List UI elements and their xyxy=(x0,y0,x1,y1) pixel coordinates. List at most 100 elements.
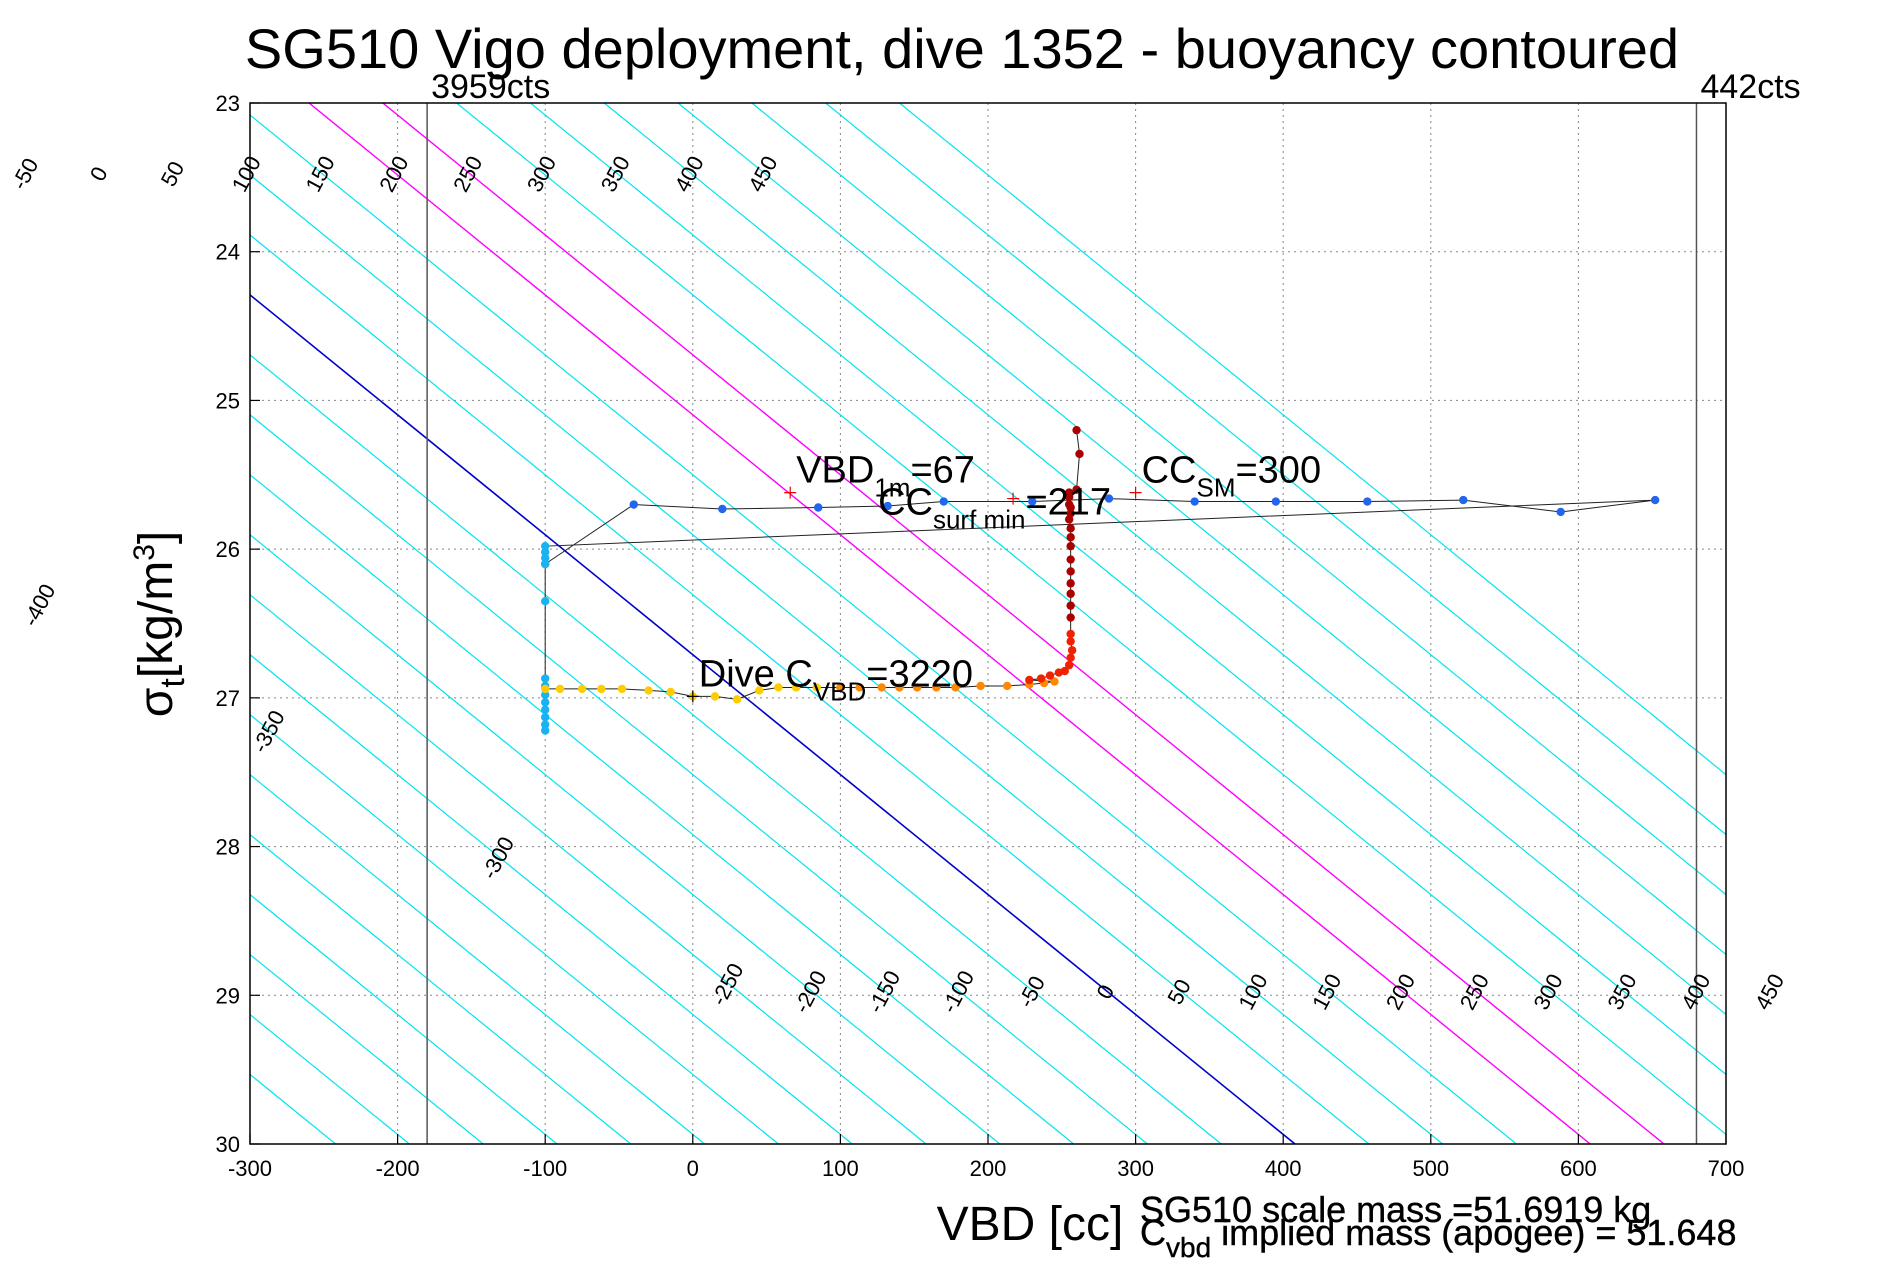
contour-line xyxy=(751,103,1726,896)
x-tick-label: 600 xyxy=(1560,1156,1597,1181)
x-tick-label: 100 xyxy=(822,1156,859,1181)
data-point xyxy=(1002,681,1012,691)
data-point xyxy=(1064,500,1074,509)
contour-label: -50 xyxy=(6,154,43,194)
contour-line xyxy=(250,1013,410,1144)
data-point xyxy=(932,683,941,692)
data-point xyxy=(939,497,948,506)
data-point xyxy=(814,503,823,512)
data-point xyxy=(666,687,675,697)
data-point xyxy=(541,547,550,557)
x-tick-label: 400 xyxy=(1265,1156,1302,1181)
x-tick-label: 300 xyxy=(1117,1156,1154,1181)
x-tick-label: 500 xyxy=(1412,1156,1449,1181)
limit-label: 442cts xyxy=(1700,68,1800,106)
contour-label: 350 xyxy=(596,152,635,196)
data-point xyxy=(629,500,638,509)
contour-label: 450 xyxy=(743,152,782,196)
scale-mass-text: SG510 scale mass =51.6919 kg xyxy=(1140,1189,1651,1230)
data-point xyxy=(1066,555,1075,564)
annotation-sub: VBD xyxy=(813,676,866,706)
data-point xyxy=(912,683,922,692)
data-point xyxy=(577,684,587,694)
data-point xyxy=(541,674,550,683)
data-point xyxy=(1066,533,1075,542)
data-point xyxy=(1066,629,1075,639)
annotation-text: CCSM=300 xyxy=(1142,450,1321,503)
data-point xyxy=(541,553,550,563)
limit-lines: 3959cts 442cts xyxy=(426,68,1801,1144)
annotation-sub: SM xyxy=(1196,473,1235,503)
data-point xyxy=(1072,425,1081,435)
gridlines xyxy=(250,103,1726,1144)
y-tick-label: 25 xyxy=(216,388,240,413)
contour-label: 300 xyxy=(522,152,561,196)
data-point xyxy=(755,686,764,695)
contour-label: -200 xyxy=(789,966,832,1017)
data-point xyxy=(1066,601,1075,610)
data-point xyxy=(883,501,892,511)
data-point xyxy=(1556,507,1565,517)
data-point xyxy=(555,684,565,694)
x-tick-labels: -300 -200 -100 0 100 200 300 400 500 600 700 xyxy=(228,1134,1744,1181)
data-point xyxy=(1050,677,1059,686)
contour-line xyxy=(250,593,927,1144)
contour-label: 200 xyxy=(1381,970,1420,1014)
annotation-sub: 1m xyxy=(874,473,910,503)
data-point xyxy=(541,726,550,735)
data-point xyxy=(1271,497,1281,506)
contour-label: 450 xyxy=(1750,970,1789,1014)
data-point xyxy=(1066,613,1075,622)
y-axis-label-sub: t xyxy=(154,678,192,688)
contour-line xyxy=(250,893,558,1144)
y-axis-label-close: ] xyxy=(130,531,183,544)
contour-label: 50 xyxy=(156,157,190,190)
annotation-tail: =67 xyxy=(910,450,974,492)
x-tick-label: 700 xyxy=(1708,1156,1745,1181)
data-point xyxy=(1066,524,1075,533)
x-tick-label: 0 xyxy=(687,1156,699,1181)
data-point xyxy=(1190,497,1199,506)
data-point xyxy=(1060,666,1069,676)
data-point xyxy=(836,683,845,692)
contour-lines xyxy=(250,103,1726,1144)
annotation-main: VBD xyxy=(796,450,874,492)
data-point xyxy=(1072,485,1081,494)
data-point xyxy=(541,690,550,700)
data-point xyxy=(791,683,801,692)
contour-label: 0 xyxy=(85,163,113,186)
contour-label: 150 xyxy=(300,152,339,196)
y-tick-label: 29 xyxy=(216,983,240,1008)
data-point xyxy=(1066,579,1075,588)
contour-line xyxy=(250,713,779,1144)
y-tick-label: 27 xyxy=(216,686,240,711)
data-point xyxy=(1025,675,1034,685)
data-point xyxy=(710,692,720,701)
contour-label: 150 xyxy=(1307,970,1346,1014)
contour-line xyxy=(250,773,705,1144)
data-point xyxy=(951,683,960,692)
x-axis-label: VBD [cc] xyxy=(937,1198,1124,1251)
annotation-main: CC xyxy=(1142,450,1197,492)
contour-label: 300 xyxy=(1529,970,1568,1014)
annotation-text: VBD1m=67 xyxy=(796,450,975,503)
contour-line xyxy=(250,833,632,1144)
data-point xyxy=(1104,494,1114,503)
y-axis-label-unit: [kg/m xyxy=(130,561,183,678)
annotation-sub: surf min xyxy=(933,505,1025,535)
contour-line xyxy=(250,414,1148,1144)
contour-label: -150 xyxy=(863,966,906,1017)
contour-line xyxy=(530,103,1726,1076)
data-point xyxy=(541,705,550,714)
contour-line xyxy=(250,174,1443,1144)
data-point xyxy=(976,681,985,691)
data-point xyxy=(1028,497,1037,506)
data-series xyxy=(541,425,1660,735)
y-tick-label: 23 xyxy=(216,91,240,116)
y-axis-label-sup: 3 xyxy=(128,544,161,561)
x-tick-label: -200 xyxy=(376,1156,420,1181)
data-point xyxy=(774,683,783,692)
contour-label: 200 xyxy=(374,152,413,196)
contour-line xyxy=(899,103,1726,776)
data-point xyxy=(1066,541,1075,551)
